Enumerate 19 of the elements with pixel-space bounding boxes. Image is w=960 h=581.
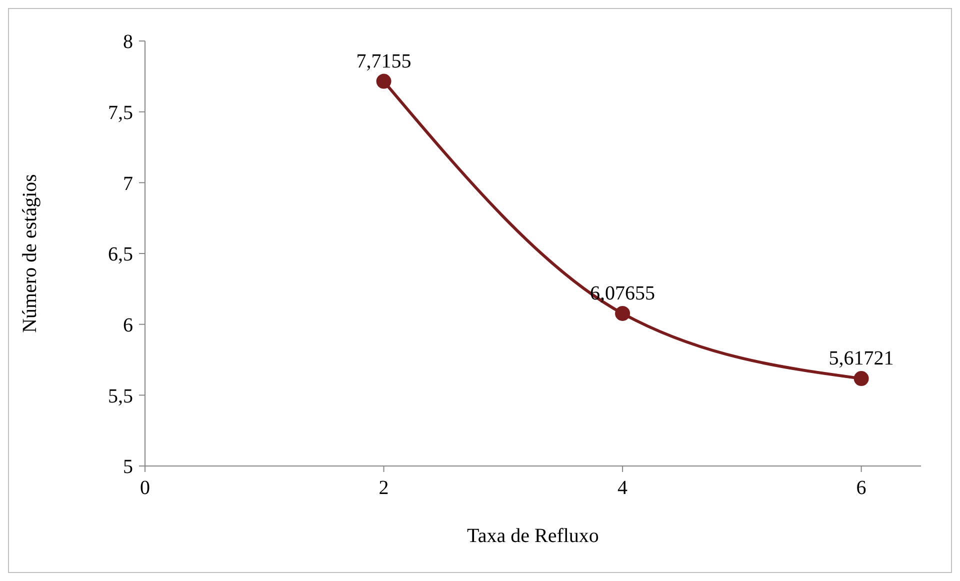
y-tick-label: 5,5 bbox=[108, 385, 133, 408]
y-tick-label: 7,5 bbox=[108, 102, 133, 124]
x-axis-title: Taxa de Refluxo bbox=[467, 525, 599, 547]
point bbox=[376, 74, 392, 89]
y-tick-label: 6 bbox=[123, 314, 133, 336]
x-tick-label: 2 bbox=[378, 477, 389, 500]
data-label: 6,07655 bbox=[590, 282, 656, 304]
y-tick-label: 7 bbox=[123, 172, 133, 195]
x-tick-label: 0 bbox=[140, 477, 150, 500]
y-tick-label: 8 bbox=[123, 31, 133, 54]
point bbox=[615, 306, 630, 321]
y-tick-label: 5 bbox=[123, 456, 133, 478]
y-axis-title: Número de estágios bbox=[19, 174, 42, 333]
x-tick-label: 6 bbox=[856, 477, 866, 500]
data-label: 7,7155 bbox=[356, 50, 412, 72]
y-tick-label: 6,5 bbox=[108, 244, 133, 266]
data-label: 5,61721 bbox=[828, 348, 894, 370]
point bbox=[854, 371, 869, 386]
x-tick-label: 4 bbox=[618, 477, 628, 500]
